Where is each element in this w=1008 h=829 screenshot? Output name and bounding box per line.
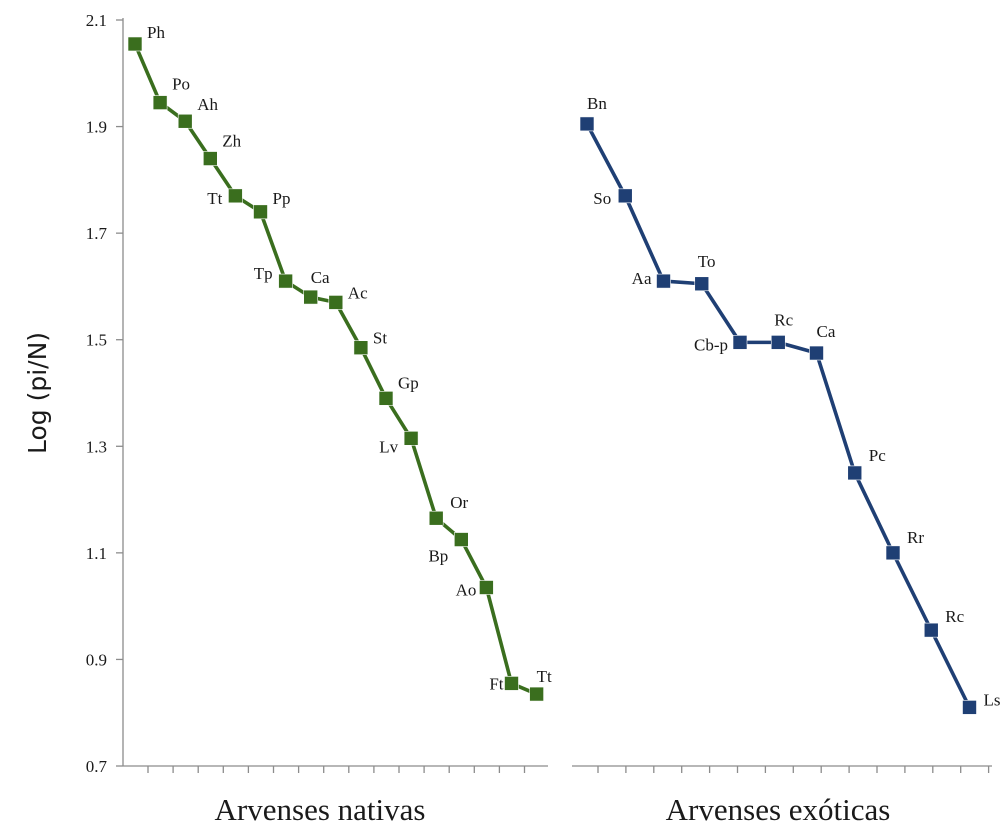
data-point [617,188,633,204]
data-point [328,295,344,310]
panel-1: Bn So Aa To Cb-p Rc Ca Pc Rr Rc Ls [572,94,1001,773]
data-point [278,273,293,289]
data-point [152,95,168,110]
data-point [847,465,863,481]
data-point [253,204,268,220]
y-tick-label: 1.3 [86,437,107,456]
y-tick-label: 2.1 [86,11,107,30]
y-tick-label: 1.7 [86,224,108,243]
data-label: Ca [817,322,836,341]
data-label: Tp [254,264,273,283]
data-point [403,430,419,446]
data-point [504,676,519,691]
data-point [203,151,218,166]
data-point [732,335,748,350]
data-label: Tt [207,189,222,208]
data-label: To [698,252,716,271]
data-label: Ph [147,23,165,42]
x-axis-label-nativas: Arvenses nativas [215,792,426,827]
y-tick-label: 1.1 [86,544,107,563]
data-point [378,391,394,406]
x-axis-label-exoticas: Arvenses exóticas [666,792,891,827]
data-point [885,545,901,561]
data-label: Zh [222,132,241,151]
data-label: So [593,189,611,208]
data-point [127,36,143,52]
data-point [923,622,939,638]
y-tick-label: 1.5 [86,331,107,350]
data-label: Rc [945,607,964,626]
data-point [579,116,595,132]
data-label: Pp [273,189,291,208]
y-axis-label: Log (pi/N) [23,332,52,454]
data-label: Gp [398,373,419,392]
series-line [585,123,972,709]
data-label: Lv [379,437,398,456]
data-label: Aa [632,269,652,288]
y-tick-label: 0.7 [86,757,108,776]
data-point [353,340,369,356]
data-point [177,113,193,129]
y-ticks: 0.7 0.9 1.1 1.3 1.5 1.7 1.9 2.1 [86,11,123,776]
y-tick-label: 1.9 [86,118,107,137]
data-point [656,273,671,289]
data-point [428,510,444,526]
data-label: Rr [907,528,924,547]
data-label: St [373,329,387,348]
data-label: Ca [311,268,330,287]
data-label: Bn [587,94,607,113]
data-label: Pc [869,446,886,465]
data-label: Bp [428,547,448,566]
data-point [770,335,786,350]
data-point [529,686,544,702]
data-label: Ft [489,674,503,693]
y-tick-label: 0.9 [86,650,107,669]
data-label: Po [172,75,190,94]
data-label: Ao [456,580,477,599]
data-label: Or [450,493,468,512]
data-point [453,532,469,547]
data-label: Cb-p [694,335,728,354]
data-label: Rc [774,310,793,329]
data-label: Ac [348,283,368,302]
data-label: Ah [197,95,218,114]
data-label: Tt [537,667,552,686]
data-point [479,580,494,595]
data-point [962,700,977,715]
data-point [303,289,319,305]
data-point [228,188,243,204]
data-point [694,276,710,292]
data-label: Ls [984,690,1001,709]
data-point [809,345,824,361]
